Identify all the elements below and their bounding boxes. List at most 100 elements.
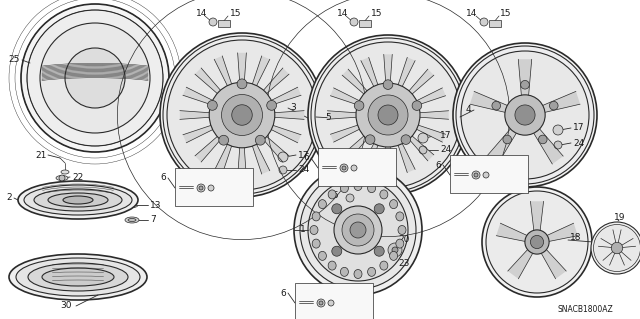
Text: 14: 14 bbox=[196, 10, 207, 19]
Polygon shape bbox=[195, 125, 232, 162]
Polygon shape bbox=[384, 54, 392, 100]
Circle shape bbox=[350, 18, 358, 26]
Circle shape bbox=[554, 141, 562, 149]
Ellipse shape bbox=[328, 261, 336, 270]
Circle shape bbox=[351, 165, 357, 171]
Text: 8: 8 bbox=[514, 160, 520, 168]
Ellipse shape bbox=[354, 270, 362, 278]
Bar bbox=[450, 155, 528, 193]
Polygon shape bbox=[183, 87, 228, 110]
Circle shape bbox=[472, 171, 480, 179]
Text: 3: 3 bbox=[290, 103, 296, 113]
Polygon shape bbox=[392, 128, 415, 173]
Text: 22: 22 bbox=[72, 173, 83, 182]
Ellipse shape bbox=[16, 258, 140, 296]
Polygon shape bbox=[392, 57, 415, 102]
Ellipse shape bbox=[380, 261, 388, 270]
Circle shape bbox=[553, 125, 563, 135]
Polygon shape bbox=[255, 87, 301, 110]
Polygon shape bbox=[214, 128, 237, 174]
Text: 19: 19 bbox=[614, 213, 625, 222]
Circle shape bbox=[378, 105, 398, 125]
Circle shape bbox=[360, 298, 366, 304]
Ellipse shape bbox=[453, 43, 597, 187]
Ellipse shape bbox=[390, 251, 397, 260]
Circle shape bbox=[342, 214, 374, 246]
Circle shape bbox=[237, 180, 249, 192]
Text: 24: 24 bbox=[440, 145, 451, 154]
Circle shape bbox=[401, 135, 411, 145]
Ellipse shape bbox=[319, 251, 326, 260]
Text: 24: 24 bbox=[298, 166, 309, 174]
Text: 8: 8 bbox=[239, 173, 244, 182]
Bar bbox=[359, 20, 371, 27]
Polygon shape bbox=[330, 88, 375, 110]
Circle shape bbox=[531, 235, 543, 249]
Circle shape bbox=[279, 166, 287, 174]
Text: SNACB1800AZ: SNACB1800AZ bbox=[558, 306, 614, 315]
Circle shape bbox=[209, 18, 217, 26]
Ellipse shape bbox=[367, 267, 376, 276]
Text: 10: 10 bbox=[454, 160, 465, 168]
Ellipse shape bbox=[160, 33, 324, 197]
Circle shape bbox=[525, 230, 549, 254]
Ellipse shape bbox=[40, 23, 150, 133]
Ellipse shape bbox=[328, 190, 336, 199]
Circle shape bbox=[538, 135, 547, 144]
Circle shape bbox=[278, 152, 288, 162]
Polygon shape bbox=[237, 130, 246, 177]
Ellipse shape bbox=[65, 48, 125, 108]
Text: 15: 15 bbox=[230, 10, 241, 19]
Polygon shape bbox=[246, 128, 270, 174]
Text: 6: 6 bbox=[280, 288, 285, 298]
Ellipse shape bbox=[167, 40, 317, 190]
Text: 12: 12 bbox=[350, 152, 360, 161]
Bar bbox=[218, 20, 230, 27]
Text: 9: 9 bbox=[502, 160, 508, 168]
Circle shape bbox=[368, 95, 408, 135]
Polygon shape bbox=[246, 56, 270, 102]
Text: 25: 25 bbox=[8, 56, 19, 64]
Polygon shape bbox=[214, 56, 237, 102]
Text: 6: 6 bbox=[160, 174, 166, 182]
Text: 17: 17 bbox=[573, 123, 584, 132]
Circle shape bbox=[419, 146, 427, 154]
Text: 14: 14 bbox=[466, 10, 477, 19]
Text: 1: 1 bbox=[300, 226, 306, 234]
Ellipse shape bbox=[593, 225, 640, 271]
Ellipse shape bbox=[315, 42, 461, 188]
Text: 15: 15 bbox=[500, 10, 511, 19]
Polygon shape bbox=[361, 57, 383, 102]
Polygon shape bbox=[397, 69, 434, 106]
Ellipse shape bbox=[61, 170, 69, 174]
Ellipse shape bbox=[294, 165, 422, 295]
Text: 2: 2 bbox=[6, 194, 12, 203]
Circle shape bbox=[392, 247, 398, 253]
Ellipse shape bbox=[591, 222, 640, 274]
Circle shape bbox=[374, 204, 384, 214]
Text: 9: 9 bbox=[347, 287, 352, 296]
Text: 6: 6 bbox=[303, 153, 308, 162]
Ellipse shape bbox=[312, 239, 320, 248]
Circle shape bbox=[267, 100, 276, 110]
Text: 11: 11 bbox=[340, 152, 351, 161]
Circle shape bbox=[483, 172, 489, 178]
Circle shape bbox=[369, 159, 379, 169]
Polygon shape bbox=[403, 111, 449, 119]
Polygon shape bbox=[496, 223, 528, 241]
Ellipse shape bbox=[311, 38, 465, 192]
Circle shape bbox=[350, 222, 366, 238]
Circle shape bbox=[521, 80, 529, 89]
Polygon shape bbox=[327, 111, 374, 119]
Circle shape bbox=[346, 194, 354, 202]
Ellipse shape bbox=[456, 46, 594, 184]
Ellipse shape bbox=[34, 189, 122, 211]
Ellipse shape bbox=[128, 219, 136, 221]
Polygon shape bbox=[397, 124, 434, 161]
Bar bbox=[295, 283, 373, 319]
Text: 5: 5 bbox=[325, 114, 331, 122]
Ellipse shape bbox=[48, 193, 108, 207]
Polygon shape bbox=[541, 249, 566, 279]
Ellipse shape bbox=[9, 254, 147, 300]
Circle shape bbox=[515, 170, 521, 176]
